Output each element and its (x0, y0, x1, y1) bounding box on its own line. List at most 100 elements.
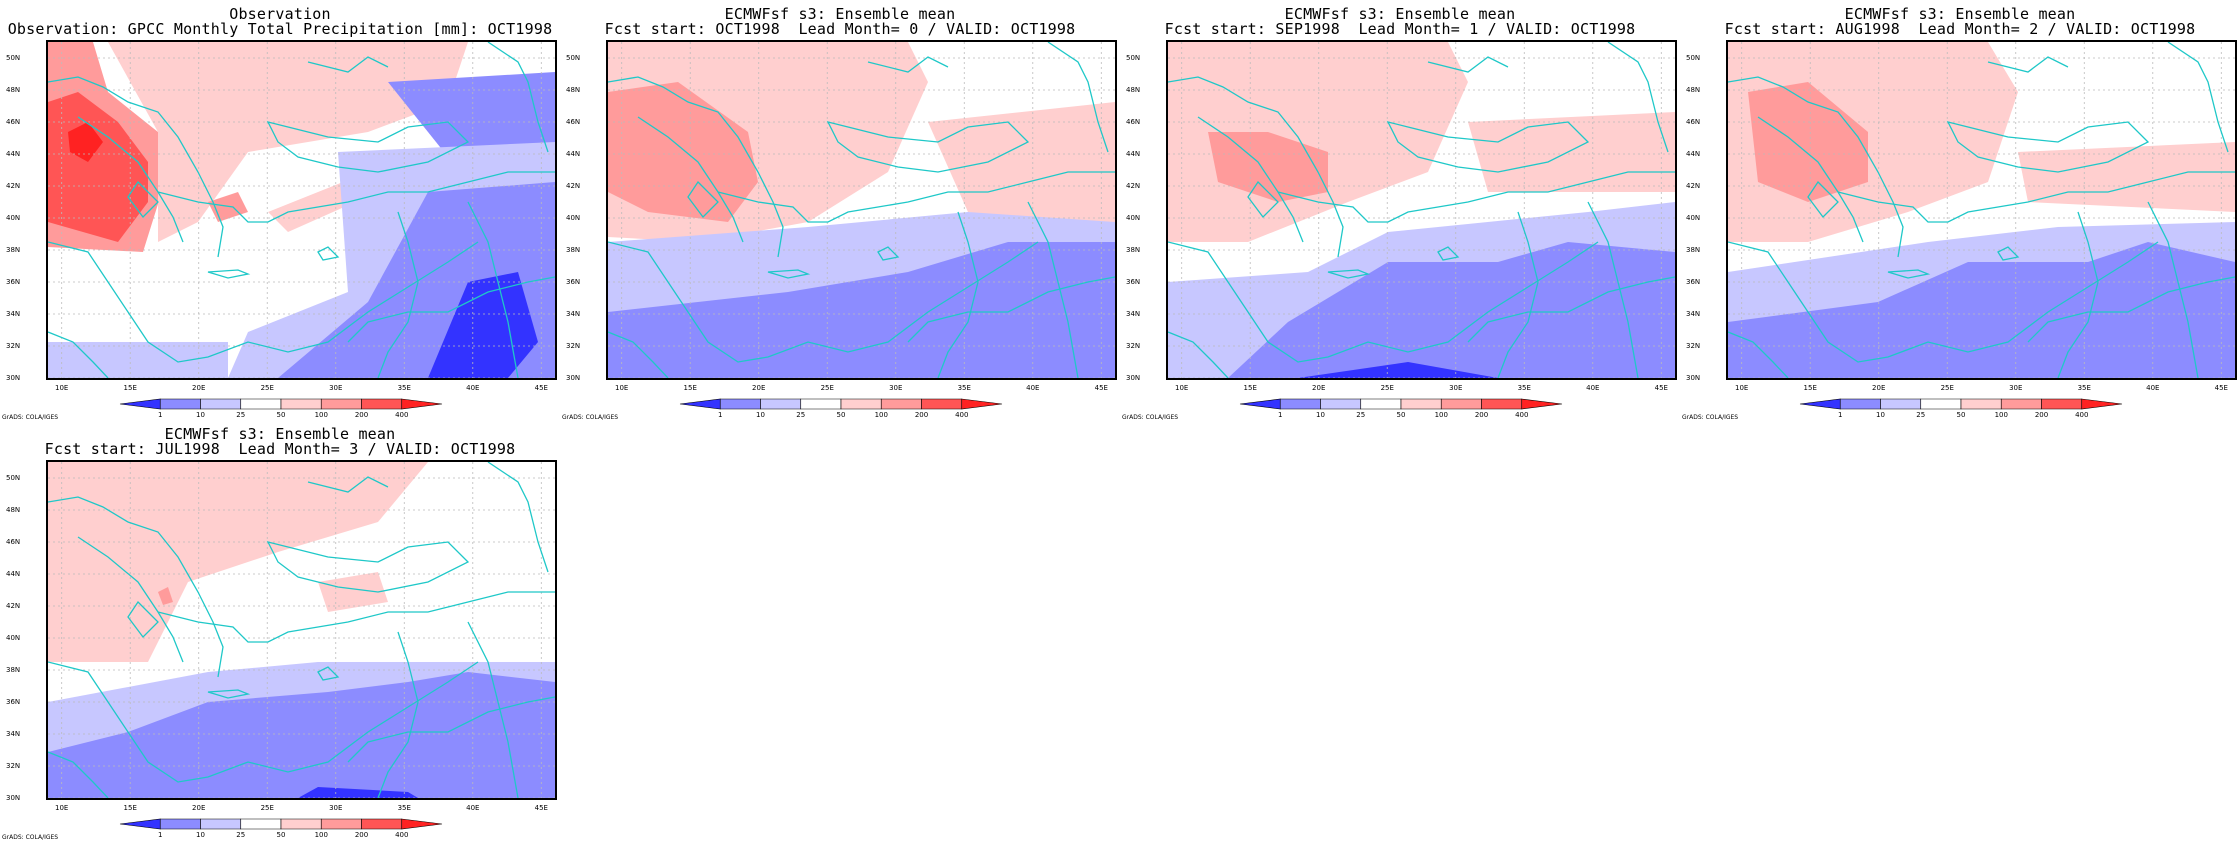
colorbar-label: 50 (1956, 411, 1966, 419)
lon-tick-label: 10E (55, 384, 69, 392)
coastline (1807, 180, 1839, 218)
lon-tick-label: 15E (1803, 384, 1817, 392)
coastline (48, 331, 109, 378)
grads-credit: GrADS: COLA/IGES (1682, 414, 1739, 421)
lon-tick-label: 25E (260, 804, 274, 812)
lat-tick-label: 30N (566, 374, 581, 382)
precip-shade (68, 122, 103, 162)
coastline (77, 116, 184, 243)
coastline (1168, 331, 1229, 378)
lon-tick-label: 35E (397, 384, 411, 392)
precip-shade (48, 672, 555, 798)
coastline (207, 689, 251, 699)
colorbar-label: 50 (276, 411, 286, 419)
colorbar (679, 398, 1003, 410)
lon-tick-label: 45E (534, 804, 548, 812)
colorbar-label: 400 (2075, 411, 2089, 419)
coastline (907, 276, 1115, 343)
coastline (1027, 201, 1079, 378)
colorbar-label: 400 (395, 831, 409, 839)
colorbar-label: 400 (395, 411, 409, 419)
colorbar-segment (840, 398, 882, 410)
lat-tick-label: 44N (566, 150, 581, 158)
coastline (157, 591, 555, 643)
lat-tick-label: 30N (1126, 374, 1141, 382)
lat-tick-label: 32N (1126, 342, 1141, 350)
lat-tick-label: 44N (6, 570, 21, 578)
panel-title: ECMWFsf s3: Ensemble mean (724, 5, 956, 23)
colorbar-segment (2041, 398, 2083, 410)
coastline (1587, 201, 1639, 378)
lat-tick-label: 46N (6, 118, 21, 126)
lon-tick-label: 35E (2077, 384, 2091, 392)
coastline (1047, 42, 1109, 153)
lat-tick-label: 38N (6, 666, 21, 674)
precip-shade (1468, 112, 1675, 192)
lon-tick-label: 35E (957, 384, 971, 392)
lat-tick-label: 36N (6, 278, 21, 286)
lat-tick-label: 50N (6, 474, 21, 482)
colorbar-segment (1279, 398, 1321, 410)
colorbar-segment (1799, 398, 1841, 410)
lat-tick-label: 48N (6, 86, 21, 94)
colorbar-label: 50 (836, 411, 846, 419)
coastline (317, 666, 340, 681)
coastline (608, 76, 784, 258)
colorbar-segment (320, 398, 362, 410)
colorbar-label: 1 (718, 411, 723, 419)
colorbar-segment (961, 398, 1003, 410)
coastline (1277, 171, 1675, 223)
colorbar-segment (1400, 398, 1442, 410)
panel-title: Observation (229, 5, 331, 23)
coastline (347, 696, 555, 763)
colorbar-label: 1 (158, 411, 163, 419)
coastline (1168, 76, 1344, 258)
colorbar-segment (240, 398, 282, 410)
coastline (1197, 116, 1304, 243)
precip-map (1728, 42, 2235, 378)
coastline (127, 600, 159, 638)
lon-tick-label: 20E (192, 384, 206, 392)
colorbar-segment (679, 398, 721, 410)
coastline (826, 121, 1030, 173)
colorbar-label: 1 (158, 831, 163, 839)
grads-credit: GrADS: COLA/IGES (1122, 414, 1179, 421)
lat-tick-label: 34N (1686, 310, 1701, 318)
colorbar-label: 200 (1474, 411, 1489, 419)
colorbar-label: 25 (1916, 411, 1926, 419)
lon-tick-label: 20E (1872, 384, 1886, 392)
coastline (767, 269, 811, 279)
lat-tick-label: 44N (1126, 150, 1141, 158)
colorbar-segment (2081, 398, 2123, 410)
colorbar-segment (1360, 398, 1402, 410)
lat-tick-label: 40N (6, 214, 21, 222)
precip-shade (1208, 132, 1328, 202)
coastline (1728, 331, 1789, 378)
coastline (877, 246, 900, 261)
colorbar (119, 818, 443, 830)
map-frame (1726, 40, 2237, 380)
lat-tick-label: 36N (1126, 278, 1141, 286)
lat-tick-label: 46N (6, 538, 21, 546)
lon-tick-label: 40E (2146, 384, 2160, 392)
colorbar-label: 200 (354, 831, 369, 839)
lat-tick-label: 30N (6, 794, 21, 802)
lon-tick-label: 40E (1586, 384, 1600, 392)
precip-shade (428, 272, 538, 378)
colorbar-segment (320, 818, 362, 830)
coastline (48, 241, 479, 363)
panel-subtitle: Fcst start: AUG1998 Lead Month= 2 / VALI… (1724, 20, 2196, 38)
lat-tick-label: 40N (1686, 214, 1701, 222)
grads-credit: GrADS: COLA/IGES (2, 834, 59, 841)
precip-shade (108, 42, 468, 242)
colorbar-segment (200, 818, 242, 830)
precip-shade (1168, 42, 1468, 242)
coastline (1946, 121, 2150, 173)
lon-tick-label: 15E (1243, 384, 1257, 392)
lat-tick-label: 46N (1686, 118, 1701, 126)
colorbar-segment (361, 818, 403, 830)
coastline (347, 276, 555, 343)
coastline (487, 42, 549, 153)
colorbar-label: 1 (1838, 411, 1843, 419)
coastline (127, 180, 159, 218)
